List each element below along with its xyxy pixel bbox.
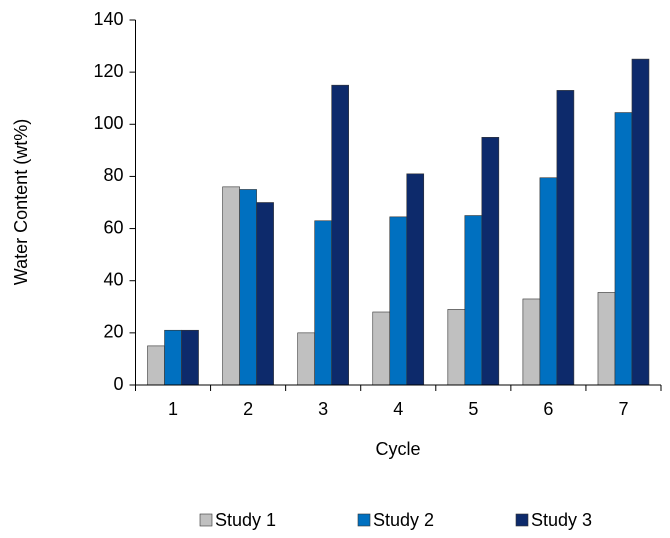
bar (372, 311, 391, 386)
legend-swatch (515, 513, 529, 527)
y-tick-label: 0 (113, 374, 123, 394)
bar (597, 292, 616, 386)
y-tick-label: 120 (93, 61, 123, 81)
x-tick-label: 2 (243, 399, 253, 419)
y-tick-label: 100 (93, 113, 123, 133)
y-tick-label: 140 (93, 9, 123, 29)
x-tick-label: 7 (618, 399, 628, 419)
bar (331, 84, 349, 386)
bar (181, 329, 199, 386)
bar (147, 345, 165, 386)
y-tick-label: 20 (103, 322, 123, 342)
bar (614, 112, 633, 386)
bar (481, 137, 500, 386)
legend-swatch (199, 513, 213, 527)
bar (239, 189, 257, 386)
bar (222, 186, 240, 386)
x-tick-label: 1 (168, 399, 178, 419)
x-tick-label: 3 (318, 399, 328, 419)
x-tick-label: 6 (543, 399, 553, 419)
y-tick-label: 40 (103, 269, 123, 289)
bar (539, 177, 558, 386)
bar (297, 332, 315, 386)
bar (631, 58, 650, 386)
bar (256, 202, 274, 386)
x-tick-label: 5 (468, 399, 478, 419)
bar (389, 216, 408, 386)
y-tick-label: 60 (103, 217, 123, 237)
bar (406, 173, 425, 386)
y-axis-label: Water Content (wt%) (11, 119, 31, 285)
legend-label: Study 3 (531, 510, 592, 530)
x-tick-label: 4 (393, 399, 403, 419)
bar (314, 220, 332, 386)
legend-label: Study 1 (215, 510, 276, 530)
bar (464, 215, 483, 386)
bar (522, 298, 541, 386)
bar (556, 90, 575, 386)
legend-swatch (357, 513, 371, 527)
x-axis-label: Cycle (375, 439, 420, 459)
y-tick-label: 80 (103, 165, 123, 185)
bar (164, 329, 182, 386)
legend-label: Study 2 (373, 510, 434, 530)
bar (447, 309, 466, 386)
